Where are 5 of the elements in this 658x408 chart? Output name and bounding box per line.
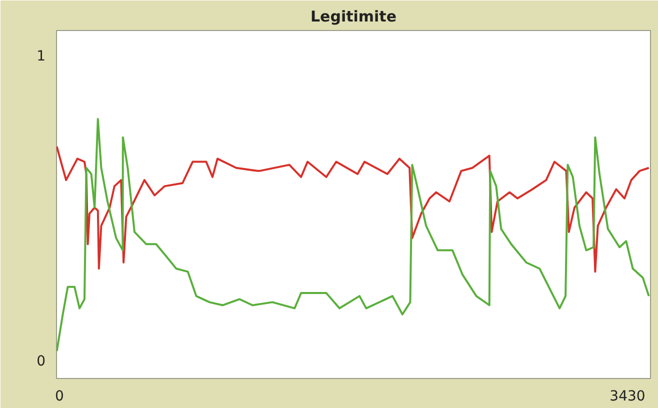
line-series: [56, 146, 650, 273]
chart-title: Legitimite: [310, 8, 397, 26]
line-series: [56, 118, 650, 352]
x-tick-label: 3430: [610, 388, 646, 404]
y-tick-label: 1: [36, 48, 46, 64]
